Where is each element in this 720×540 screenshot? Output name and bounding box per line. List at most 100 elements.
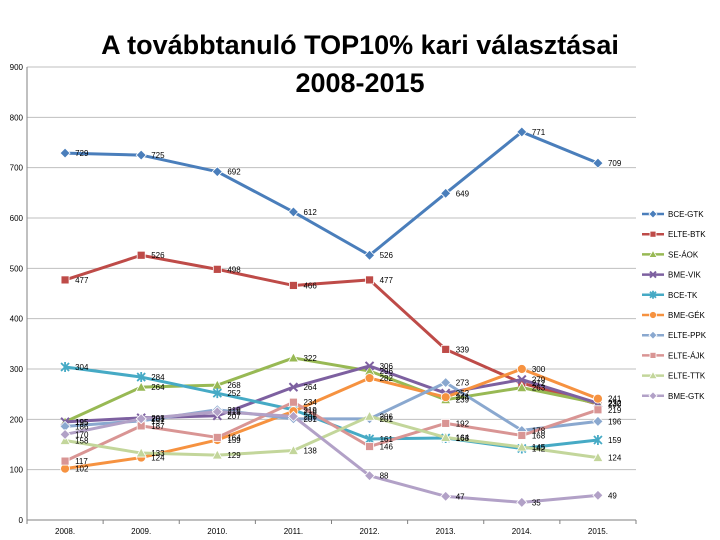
data-point-bme-gtk (363, 470, 376, 482)
data-point-bce-gtk (592, 157, 604, 169)
legend-label-elte-ttk: ELTE-TTK (668, 372, 706, 381)
series-layer (59, 126, 604, 508)
series-line-elte-ttk (64, 414, 599, 460)
data-point-bce-tk (593, 434, 603, 445)
data-point-bce-gtk (363, 249, 376, 261)
data-label-bme-gtk: 201 (151, 415, 165, 424)
data-point-bme-gek (593, 393, 603, 404)
data-point-elte-btk (289, 281, 298, 290)
data-label-bce-tk: 252 (227, 389, 241, 398)
data-label-elte-ttk: 145 (532, 443, 546, 452)
data-label-se-aok: 296 (380, 367, 394, 376)
legend-item-bce-tk: BCE-TK (642, 291, 698, 300)
data-point-bme-gek (364, 373, 375, 383)
data-label-elte-ajk: 192 (456, 419, 470, 428)
data-label-se-aok: 264 (151, 383, 165, 392)
data-label-bme-gek: 244 (456, 393, 470, 402)
series-line-bme-gtk (64, 410, 599, 504)
y-tick-label: 900 (10, 63, 24, 72)
data-point-elte-ttk (440, 431, 452, 442)
x-tick-label: 2008. (55, 527, 75, 536)
data-point-bce-tk (60, 361, 70, 372)
data-point-elte-ttk (363, 410, 376, 421)
data-point-elte-ttk (516, 441, 528, 452)
legend-label-bme-gtk: BME-GTK (668, 392, 705, 401)
data-label-elte-ppk: 178 (532, 426, 546, 435)
data-point-bme-gtk (287, 410, 300, 422)
data-label-elte-ajk: 164 (227, 433, 241, 442)
data-point-elte-ttk (211, 449, 223, 460)
legend-label-elte-ajk: ELTE-ÁJK (668, 351, 705, 360)
legend-label-elte-ppk: ELTE-PPK (668, 331, 707, 340)
data-label-bce-gtk: 709 (608, 159, 622, 168)
data-point-bme-gtk (592, 489, 604, 501)
data-point-elte-ttk (135, 447, 147, 458)
data-point-bme-gtk (59, 428, 71, 440)
x-tick-label: 2013. (436, 527, 456, 536)
legend-label-se-aok: SE-ÁOK (668, 250, 699, 259)
legend-marker-se-aok (648, 249, 658, 258)
data-label-elte-ttk: 164 (456, 433, 470, 442)
data-label-elte-ajk: 187 (151, 422, 165, 431)
data-label-elte-ppk: 219 (227, 406, 241, 415)
legend-item-bme-gtk: BME-GTK (642, 391, 705, 401)
data-point-bme-gek (60, 463, 70, 474)
data-point-bme-gek (440, 392, 451, 403)
y-tick-label: 100 (10, 466, 24, 475)
data-label-bce-gtk: 649 (456, 189, 470, 198)
data-label-elte-ajk: 168 (532, 431, 546, 440)
data-label-bme-gek: 124 (151, 454, 165, 463)
legend-item-bme-vik: BME-VIK (642, 271, 702, 280)
data-label-bce-tk: 163 (456, 434, 470, 443)
data-label-elte-ppk: 197 (151, 417, 165, 426)
data-label-elte-ppk: 201 (380, 415, 394, 424)
legend-label-bce-gtk: BCE-GTK (668, 210, 704, 219)
data-point-bce-gtk (59, 147, 71, 159)
data-label-elte-btk: 477 (380, 276, 394, 285)
data-label-elte-ajk: 117 (75, 457, 88, 466)
data-point-elte-btk (441, 344, 451, 354)
data-label-elte-ppk: 196 (608, 417, 622, 426)
y-tick-label: 800 (10, 113, 24, 122)
data-label-se-aok: 239 (456, 396, 470, 405)
legend-marker-bme-gek (649, 311, 657, 319)
data-label-elte-ttk: 158 (75, 436, 89, 445)
data-label-elte-btk: 477 (75, 276, 89, 285)
data-point-bme-vik (288, 382, 299, 392)
data-label-bme-vik: 252 (456, 389, 470, 398)
data-point-elte-ajk (441, 418, 451, 428)
data-label-bme-gtk: 88 (380, 472, 389, 481)
y-tick-label: 200 (10, 415, 24, 424)
series-elte-ttk (59, 410, 604, 462)
series-line-bce-gtk (65, 130, 599, 257)
data-label-bme-gtk: 170 (75, 430, 89, 439)
data-label-elte-ttk: 138 (303, 447, 317, 456)
data-label-bme-vik: 264 (303, 383, 317, 392)
chart-title-line-2: 2008-2015 (295, 68, 425, 98)
data-point-elte-ajk (365, 442, 374, 451)
data-point-elte-ajk (289, 397, 298, 407)
axes: 0 100 200 300 400 500 600 700 800 900 2008. 2009. 20… (10, 63, 637, 536)
x-tick-label: 2011. (284, 527, 303, 536)
data-label-bce-gtk: 729 (75, 149, 89, 158)
data-label-bce-gtk: 612 (303, 208, 317, 217)
data-point-bce-gtk (440, 187, 452, 199)
legend-label-bme-gek: BME-GÉK (668, 311, 706, 320)
y-tick-label: 0 (19, 516, 24, 525)
series-line-elte-btk (64, 253, 599, 406)
data-point-elte-btk (136, 250, 146, 260)
legend-item-bce-gtk: BCE-GTK (642, 209, 704, 219)
x-tick-label: 2012. (360, 527, 380, 536)
data-point-bce-gtk (211, 166, 223, 178)
data-label-bme-gtk: 35 (532, 498, 541, 507)
legend-label-bme-vik: BME-VIK (668, 271, 702, 280)
data-label-elte-ppk: 201 (303, 415, 317, 424)
legend-item-elte-ppk: ELTE-PPK (642, 330, 707, 340)
legend: BCE-GTK ELTE-BTK SE-ÁOK BME-VIK BCE-TK BME-GÉ… (642, 209, 707, 401)
data-label-elte-btk: 526 (151, 251, 165, 260)
data-point-elte-ajk (593, 405, 603, 415)
legend-marker-elte-ajk (649, 351, 657, 359)
chart-title: A továbbtanuló TOP10% kari választásai 2… (0, 26, 720, 102)
data-label-bme-vik: 203 (151, 414, 165, 423)
